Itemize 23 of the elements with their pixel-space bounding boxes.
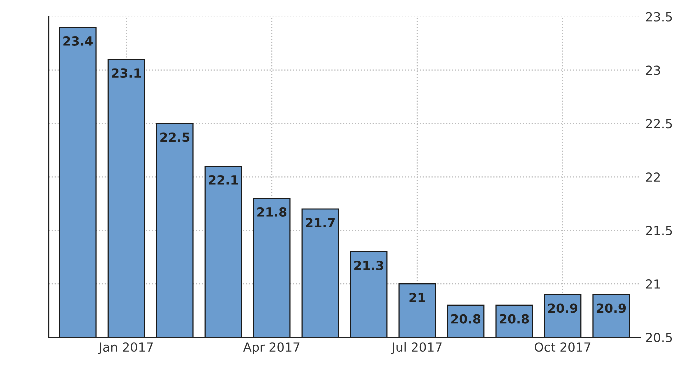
- x-tick-label: Oct 2017: [534, 342, 591, 352]
- y-tick-label: 21: [646, 280, 660, 289]
- data-label: 20.8: [452, 314, 481, 324]
- data-label: 22.1: [209, 175, 238, 185]
- data-label: 22.5: [160, 132, 190, 142]
- data-label: 20.8: [500, 314, 530, 324]
- y-tick-label: 22: [646, 172, 660, 182]
- data-label: 23.4: [64, 36, 93, 46]
- data-label: 21.7: [306, 218, 335, 228]
- data-label: 20.9: [548, 304, 578, 314]
- y-tick-label: 23.5: [646, 12, 672, 22]
- data-label: 23.1: [112, 68, 142, 78]
- data-label: 21: [410, 293, 426, 302]
- x-tick-label: Apr 2017: [243, 342, 300, 354]
- data-label: 21.8: [258, 208, 287, 217]
- x-tick-label: Jul 2017: [391, 342, 442, 354]
- y-tick-label: 22.5: [646, 119, 672, 129]
- data-label: 20.9: [596, 304, 626, 314]
- y-tick-label: 21.5: [646, 226, 672, 236]
- y-tick-label: 20.5: [646, 332, 672, 342]
- data-label: 21.3: [354, 260, 384, 270]
- y-tick-label: 23: [646, 66, 660, 76]
- x-tick-label: Jan 2017: [98, 342, 154, 354]
